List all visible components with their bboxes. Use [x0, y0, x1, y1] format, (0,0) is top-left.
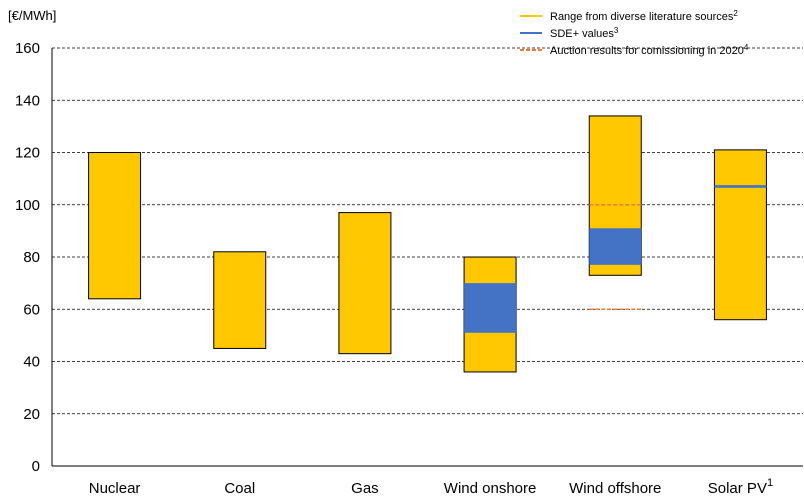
range-bar: [713, 149, 767, 321]
x-category-label: Wind offshore: [569, 480, 661, 495]
x-category-label: Coal: [224, 480, 255, 495]
category-superscript: 1: [767, 477, 773, 489]
legend-superscript: 3: [614, 26, 619, 35]
grid-lines: [52, 47, 803, 415]
y-tick-label: 80: [23, 249, 40, 266]
y-tick-label: 0: [32, 458, 40, 475]
x-category-label: Gas: [351, 480, 379, 495]
x-category-label: Nuclear: [89, 480, 141, 495]
legend-entry: Range from diverse literature sources2: [550, 9, 738, 23]
y-axis-unit-label: [€/MWh]: [8, 8, 56, 23]
sde-bar: [714, 185, 767, 188]
range-bar: [88, 152, 142, 300]
range-bar: [338, 212, 392, 355]
bars: [88, 115, 767, 373]
sde-bar: [589, 228, 642, 265]
x-category-label: Wind onshore: [444, 480, 537, 495]
y-tick-label: 60: [23, 301, 40, 318]
y-tick-label: 160: [15, 40, 40, 57]
sde-bar: [464, 283, 517, 333]
axes: 0 20 40 60 80 100 120 140 160 Nuclear Coal Gas Wind …: [15, 40, 803, 497]
y-tick-label: 20: [23, 406, 40, 423]
y-tick-label: 120: [15, 145, 40, 162]
legend-entry: SDE+ values3: [550, 26, 619, 40]
x-category-label: Solar PV1: [708, 477, 773, 495]
legend-superscript: 4: [744, 43, 749, 52]
y-tick-label: 140: [15, 92, 40, 109]
y-tick-label: 100: [15, 197, 40, 214]
y-tick-label: 40: [23, 354, 40, 371]
legend-superscript: 2: [733, 9, 738, 18]
range-bar: [213, 251, 267, 349]
legend: Range from diverse literature sources2 SD…: [520, 9, 749, 57]
legend-entry: Auction results for comissioning in 2020…: [550, 43, 749, 57]
